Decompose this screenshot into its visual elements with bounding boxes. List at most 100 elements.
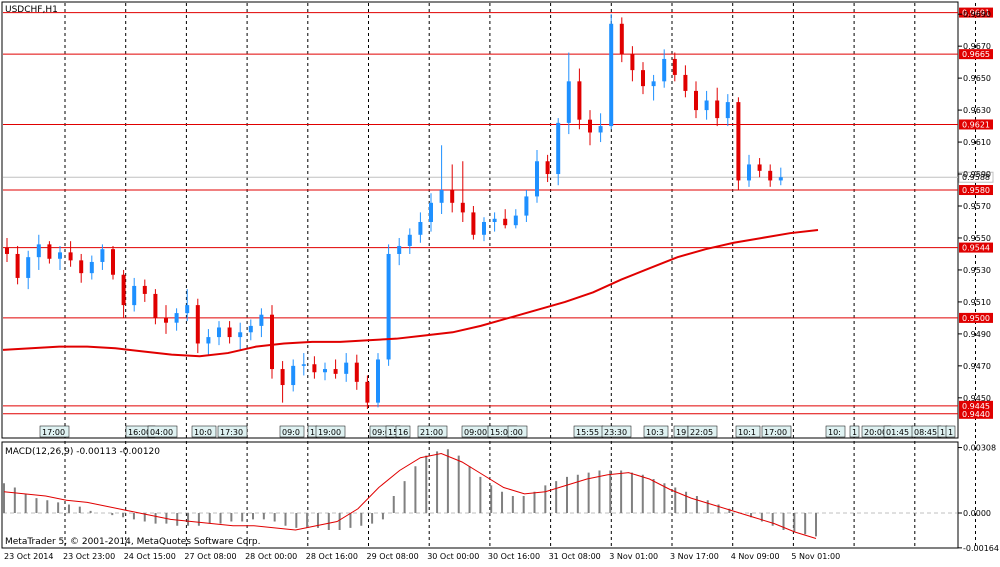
candle-body [185, 305, 190, 314]
price-tick-label: 0.9470 [963, 362, 991, 371]
candle-body [386, 253, 391, 360]
time-tick-label: 5 Nov 01:00 [791, 552, 840, 561]
candle-body [429, 202, 433, 222]
candle-body [513, 215, 518, 226]
candle-body [450, 190, 455, 203]
time-marker: 01:45 [886, 428, 909, 437]
time-tick-label: 28 Oct 00:00 [245, 552, 297, 561]
candle-body [153, 293, 158, 318]
price-levels: 0.9691 0.9665 0.9621 0.9580 0.9544 0.9500 0.94… [3, 7, 993, 419]
candle-body [662, 58, 667, 82]
level-label-bg [959, 7, 993, 18]
time-tick-label: 3 Nov 17:00 [670, 552, 719, 561]
candle-body [492, 218, 497, 222]
level-label-bg [959, 49, 993, 60]
candle-body [503, 218, 508, 226]
time-marker: 10:3 [646, 428, 664, 437]
candle-body [217, 327, 221, 338]
candle-body [630, 54, 635, 71]
candle-body [545, 161, 550, 175]
candle-body [206, 337, 211, 344]
macd-tick-label: 0.0000 [963, 509, 991, 518]
candle-body [598, 126, 603, 133]
candle-body [694, 90, 698, 111]
time-marker-bg [217, 425, 248, 438]
time-marker: 08:45 [914, 428, 937, 437]
price-tick-label: 0.9510 [963, 298, 991, 307]
time-tick-label: 24 Oct 15:00 [124, 552, 176, 561]
time-marker: 04:00 [150, 428, 173, 437]
candle-body [111, 249, 115, 275]
price-tick-label: 0.9650 [963, 74, 991, 83]
time-tick-label: 30 Oct 00:00 [427, 552, 479, 561]
time-marker: :00 [510, 428, 523, 437]
candle-body [619, 23, 624, 55]
candle-body [757, 164, 762, 171]
candle-body [79, 260, 84, 274]
time-tick-label: 28 Oct 16:00 [306, 552, 358, 561]
candle-body [121, 274, 126, 306]
time-marker: 16:00 [128, 428, 151, 437]
price-tick-label: 0.9590 [963, 170, 991, 179]
candle-body [174, 313, 179, 323]
time-marker-bg [279, 425, 305, 438]
time-marker-bg [417, 425, 448, 438]
candle-body [460, 202, 465, 213]
level-label: 0.9544 [962, 244, 990, 253]
candle-body [397, 245, 402, 254]
time-marker-bg [395, 425, 411, 438]
level-label: 0.9500 [962, 314, 990, 323]
moving-average [2, 228, 819, 358]
time-marker: 19:00 [318, 428, 341, 437]
time-marker-bg [191, 425, 217, 438]
candle-body [15, 253, 20, 278]
candle-body [566, 81, 571, 123]
time-marker: 20:00 [864, 428, 887, 437]
time-tick-label: 3 Nov 01:00 [609, 552, 658, 561]
price-tick-label: 0.9610 [963, 138, 991, 147]
candle-body [354, 362, 359, 382]
candle-body [164, 317, 168, 323]
candle-body [407, 234, 412, 246]
candle-body [376, 359, 380, 403]
candle-body [301, 364, 306, 366]
macd-signal-line [3, 452, 817, 539]
time-marker: 1 [940, 428, 945, 437]
candle-body [5, 247, 9, 254]
time-marker: 1 [852, 428, 857, 437]
level-label: 0.9580 [962, 186, 990, 195]
candle-body [248, 325, 253, 333]
level-label-bg [959, 312, 993, 323]
price-tick-label: 0.9690 [963, 10, 991, 19]
price-axis: 0.96900.96700.96500.96300.96100.95900.95… [958, 10, 991, 403]
candle-body [704, 100, 709, 111]
time-marker: 23:30 [604, 428, 627, 437]
level-label: 0.9621 [962, 120, 990, 129]
candle-body [641, 70, 645, 87]
level-label-bg [959, 242, 993, 253]
time-marker: 21:00 [420, 428, 443, 437]
candle-body [651, 81, 656, 87]
time-marker: 09:0 [372, 428, 390, 437]
time-marker: 16 [398, 428, 408, 437]
time-marker: 10:1 [738, 428, 756, 437]
candle-body [323, 369, 327, 373]
time-marker-bg [601, 425, 632, 438]
chart-title: USDCHF,H1 [5, 5, 58, 15]
time-marker: 1 [310, 428, 315, 437]
price-tick-label: 0.9490 [963, 330, 991, 339]
time-tick-label: 4 Nov 09:00 [731, 552, 780, 561]
candle-body [132, 285, 137, 306]
time-marker: 19 [676, 428, 686, 437]
price-panel [1, 1, 959, 439]
time-marker: 09:00 [464, 428, 487, 437]
time-axis: 23 Oct 2014 23 Oct 23:00 24 Oct 15:00 27 Oc… [4, 552, 840, 561]
candle-body [58, 252, 62, 259]
level-label: 0.9665 [962, 50, 990, 59]
time-marker: 17:00 [764, 428, 787, 437]
time-marker-bg [849, 425, 860, 438]
time-tick-label: 23 Oct 23:00 [63, 552, 115, 561]
current-label-bg [958, 171, 994, 183]
